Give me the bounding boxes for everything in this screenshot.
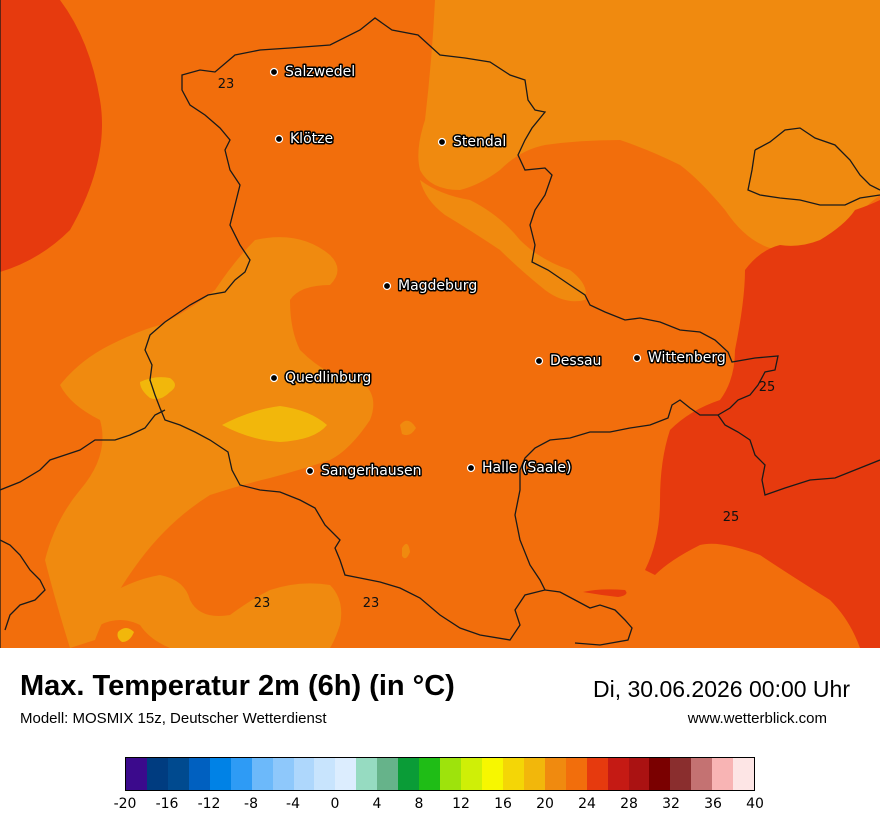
legend-swatch <box>314 758 336 790</box>
city-sangerhausen: Sangerhausen <box>305 462 423 481</box>
map-title: Max. Temperatur 2m (6h) (in °C) <box>20 670 455 702</box>
legend-swatch <box>691 758 713 790</box>
legend-swatch <box>481 758 503 790</box>
legend-tick-label: -16 <box>155 796 179 812</box>
legend-swatch <box>335 758 357 790</box>
legend-swatch <box>146 758 168 790</box>
isoline-label: 25 <box>723 510 740 525</box>
legend-ticks: -20 -16 -12 -8 -4 0 4 8 12 16 20 24 28 32 36 40 <box>114 796 764 816</box>
city-label: Klötze <box>290 131 333 147</box>
field-24-west <box>0 0 102 272</box>
legend-tick-label: 40 <box>746 796 764 812</box>
legend-swatch <box>398 758 420 790</box>
field-20-small2 <box>402 543 410 559</box>
field-24-east <box>645 200 880 648</box>
model-source: Modell: MOSMIX 15z, Deutscher Wetterdien… <box>20 710 327 727</box>
legend-swatch <box>607 758 629 790</box>
city-magdeburg: Magdeburg <box>382 277 479 296</box>
legend-tick-label: 16 <box>494 796 512 812</box>
city-marker <box>437 137 447 147</box>
legend-swatch <box>502 758 524 790</box>
field-20-small <box>400 420 416 436</box>
field-24-small <box>583 589 627 597</box>
city-label: Sangerhausen <box>321 463 421 479</box>
city-wittenberg: Wittenberg <box>632 349 727 368</box>
field-18-west-pocket <box>140 377 175 400</box>
legend-swatch <box>523 758 545 790</box>
field-20-northeast <box>418 0 880 249</box>
legend-swatch <box>377 758 399 790</box>
city-salzwedel: Salzwedel <box>269 63 357 82</box>
isoline-label: 23 <box>363 596 380 611</box>
legend-swatch <box>188 758 210 790</box>
city-marker <box>466 463 476 473</box>
legend-tick-label: 24 <box>578 796 596 812</box>
legend-swatch <box>670 758 692 790</box>
legend-swatch <box>126 758 147 790</box>
city-marker <box>382 281 392 291</box>
legend-tick-label: -12 <box>197 796 221 812</box>
city-stendal: Stendal <box>437 133 508 152</box>
legend-swatch <box>733 758 755 790</box>
city-marker <box>305 466 315 476</box>
legend-swatch <box>272 758 294 790</box>
field-18-south-pocket <box>117 628 134 642</box>
legend-tick-label: 32 <box>662 796 680 812</box>
state-borders <box>0 0 880 648</box>
color-scale-legend <box>125 757 755 791</box>
legend-swatch <box>461 758 482 790</box>
legend-swatch <box>167 758 189 790</box>
legend-tick-label: 8 <box>414 796 424 812</box>
legend-tick-label: 36 <box>704 796 722 812</box>
city-halle-saale: Halle (Saale) <box>466 459 573 478</box>
legend-swatch <box>565 758 587 790</box>
city-label: Magdeburg <box>398 278 477 294</box>
temperature-map: Salzwedel Klötze Stendal Magdeburg Dessau Wit… <box>0 0 880 648</box>
city-marker <box>632 353 642 363</box>
city-quedlinburg: Quedlinburg <box>269 369 373 388</box>
city-marker <box>274 134 284 144</box>
isoline-label: 25 <box>759 380 776 395</box>
legend-tick-label: 0 <box>330 796 340 812</box>
field-18-quedlinburg <box>222 406 327 442</box>
city-label: Quedlinburg <box>285 370 371 386</box>
city-dessau: Dessau <box>534 352 603 371</box>
legend-swatch <box>586 758 608 790</box>
legend-swatch <box>230 758 252 790</box>
legend-tick-label: -8 <box>244 796 258 812</box>
city-marker <box>269 67 279 77</box>
legend-swatch <box>419 758 441 790</box>
legend-swatch <box>628 758 650 790</box>
city-label: Salzwedel <box>285 64 355 80</box>
field-20-south <box>100 575 342 648</box>
legend-swatch <box>209 758 231 790</box>
website-url: www.wetterblick.com <box>687 710 827 727</box>
legend-swatch <box>356 758 378 790</box>
city-label: Halle (Saale) <box>482 460 571 476</box>
legend-swatch <box>649 758 671 790</box>
isoline-label: 23 <box>218 77 235 92</box>
city-kl-tze: Klötze <box>274 130 335 149</box>
legend-swatch <box>293 758 315 790</box>
legend-swatch <box>440 758 461 790</box>
city-marker <box>269 373 279 383</box>
legend-tick-label: 20 <box>536 796 554 812</box>
field-20-harz <box>45 237 374 648</box>
city-label: Dessau <box>550 353 601 369</box>
legend-swatch <box>251 758 273 790</box>
city-marker <box>534 356 544 366</box>
isoline-label: 23 <box>254 596 271 611</box>
city-label: Stendal <box>453 134 506 150</box>
legend-swatch <box>544 758 566 790</box>
legend-tick-label: -4 <box>286 796 300 812</box>
legend-tick-label: 4 <box>372 796 382 812</box>
legend-swatch <box>712 758 734 790</box>
legend-tick-label: -20 <box>113 796 137 812</box>
field-20-stendal <box>420 180 586 302</box>
legend-tick-label: 28 <box>620 796 638 812</box>
valid-date: Di, 30.06.2026 00:00 Uhr <box>592 676 850 702</box>
legend-tick-label: 12 <box>452 796 470 812</box>
city-label: Wittenberg <box>648 350 726 366</box>
